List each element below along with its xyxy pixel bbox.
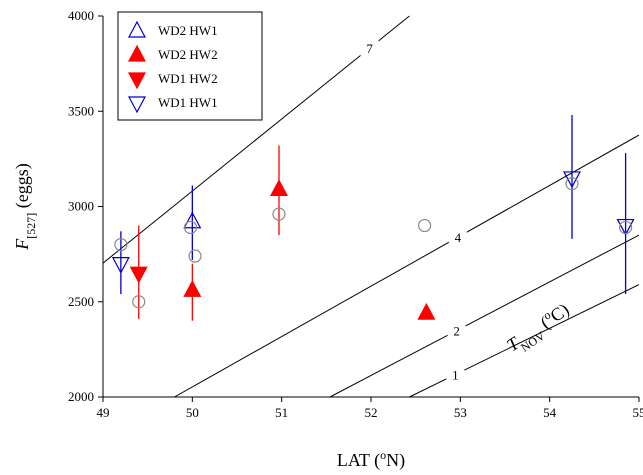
- x-axis-label: LAT (oN): [337, 448, 405, 471]
- y-tick-label: 2500: [68, 294, 94, 309]
- legend-marker: [128, 72, 146, 90]
- y-axis-label-part: (eggs): [12, 163, 33, 212]
- annotation: TNOV (oC): [502, 298, 576, 361]
- y-tick-label: 3500: [68, 103, 94, 118]
- isoline: [329, 234, 640, 398]
- marker: [129, 266, 148, 284]
- y-tick-label: 4000: [68, 8, 94, 23]
- isoline-label-bg: [448, 226, 467, 247]
- isoline-label-bg: [446, 363, 465, 384]
- legend-marker: [128, 96, 146, 114]
- legend-label: WD1 HW2: [158, 71, 218, 86]
- x-tick-label: 49: [97, 405, 110, 420]
- marker: [618, 220, 633, 235]
- marker: [183, 220, 198, 235]
- x-axis-label-part: N): [386, 450, 405, 471]
- marker: [111, 257, 130, 274]
- x-tick-label: 50: [186, 405, 199, 420]
- x-tick-label: 53: [454, 405, 467, 420]
- annotation-part: C): [547, 299, 574, 326]
- marker: [188, 249, 202, 263]
- isoline-label: 1: [452, 368, 459, 383]
- isoline-label-bg: [360, 37, 379, 58]
- legend-marker: [128, 44, 146, 62]
- y-axis-label-part: F: [12, 238, 32, 251]
- y-axis-label: F[527] (eggs): [12, 163, 38, 250]
- x-tick-label: 54: [543, 405, 557, 420]
- x-tick-label: 52: [365, 405, 378, 420]
- isoline: [174, 134, 640, 398]
- x-axis-label-part: LAT (: [337, 450, 380, 471]
- legend-label: WD1 HW1: [158, 95, 218, 110]
- legend-marker: [128, 20, 146, 38]
- legend-label: WD2 HW1: [158, 23, 218, 38]
- marker: [616, 218, 635, 236]
- marker: [565, 177, 579, 191]
- marker: [417, 302, 436, 320]
- x-tick-label: 51: [275, 405, 288, 420]
- marker: [183, 280, 202, 297]
- isoline-label: 2: [453, 324, 460, 339]
- isoline-label: 4: [455, 230, 462, 245]
- y-tick-label: 2000: [68, 389, 94, 404]
- marker: [269, 179, 288, 196]
- marker: [418, 218, 432, 233]
- y-tick-label: 3000: [68, 199, 94, 214]
- x-tick-label: 55: [633, 405, 643, 420]
- isoline: [102, 15, 410, 264]
- legend-label: WD2 HW2: [158, 47, 218, 62]
- isoline-label: 7: [366, 41, 373, 56]
- marker: [272, 207, 286, 221]
- x-axis-label-part: o: [380, 448, 386, 462]
- marker: [183, 211, 202, 229]
- marker: [114, 238, 128, 252]
- y-axis-label-part: [527]: [24, 213, 38, 239]
- marker: [132, 295, 146, 309]
- isoline-label-bg: [447, 319, 466, 340]
